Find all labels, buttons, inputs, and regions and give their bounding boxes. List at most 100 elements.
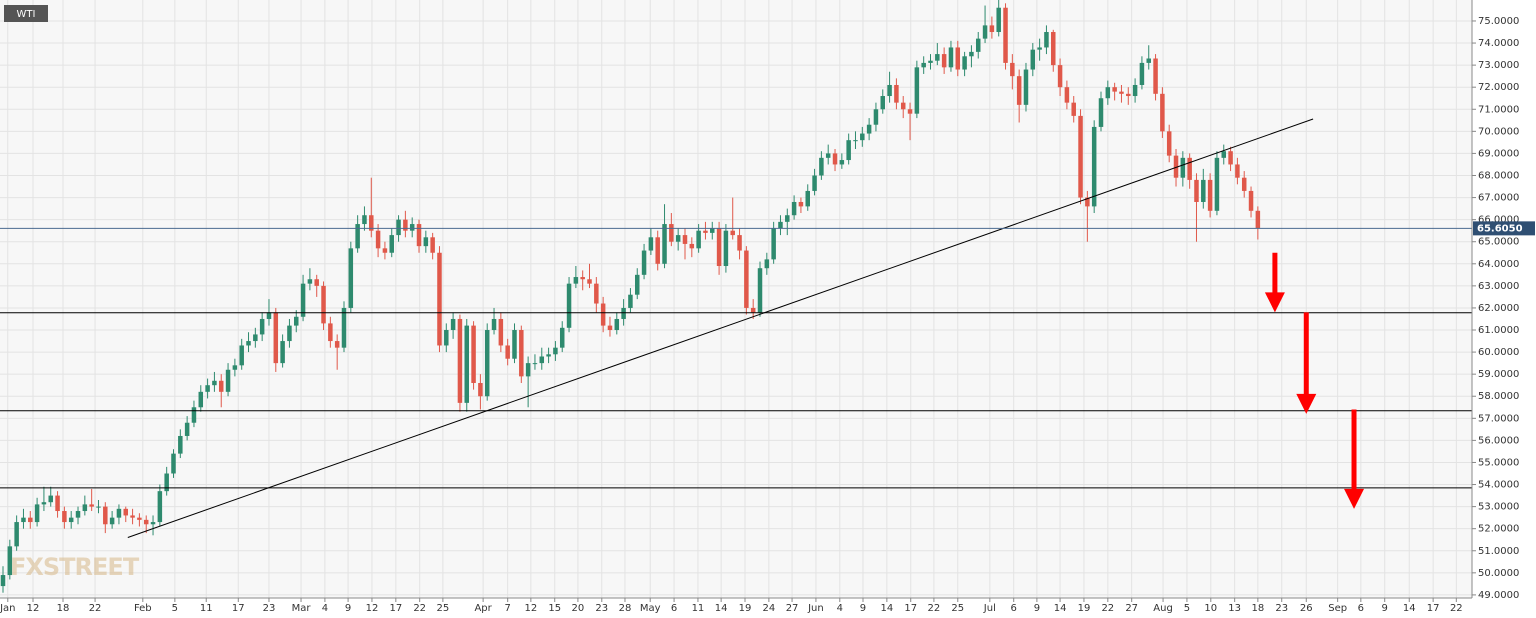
candle-body — [437, 252, 442, 346]
x-tick-label: 5 — [1184, 603, 1190, 614]
y-tick-label: 68.0000 — [1478, 170, 1519, 181]
candle-body — [621, 307, 626, 319]
candle-body — [1235, 164, 1240, 178]
y-tick-label: 71.0000 — [1478, 104, 1519, 115]
candle-body — [730, 230, 735, 236]
candle-body — [607, 325, 613, 331]
candle-body — [825, 153, 831, 158]
candle-body — [41, 502, 47, 505]
candle-body — [116, 508, 122, 518]
x-tick-label: 18 — [57, 603, 70, 614]
y-tick-label: 59.0000 — [1478, 369, 1519, 380]
candle-body — [785, 215, 790, 222]
candle-body — [450, 318, 456, 331]
candle-body — [546, 354, 551, 357]
candle-body — [1255, 210, 1261, 229]
candle-body — [225, 369, 231, 392]
candle-body — [1064, 87, 1070, 103]
y-tick-label: 54.0000 — [1478, 480, 1519, 491]
candle-body — [1187, 157, 1192, 180]
candle-body — [328, 323, 333, 342]
candle-body — [505, 345, 510, 359]
candle-body — [403, 219, 408, 231]
x-tick-label: 6 — [1011, 603, 1017, 614]
x-tick-label: 14 — [715, 603, 728, 614]
chart-title: WTI — [17, 9, 36, 20]
x-tick-label: 14 — [1054, 603, 1067, 614]
candle-body — [1078, 115, 1083, 198]
candle-body — [300, 283, 306, 317]
candle-body — [1221, 151, 1227, 158]
candle-body — [1126, 93, 1131, 97]
y-tick-label: 53.0000 — [1478, 502, 1519, 513]
candle-body — [62, 511, 67, 523]
candle-body — [587, 279, 592, 284]
candle-body — [689, 243, 695, 249]
candle-body — [48, 495, 53, 503]
candle-body — [430, 237, 435, 253]
candle-body — [362, 215, 367, 225]
candle-body — [512, 330, 517, 359]
candle-body — [532, 363, 538, 365]
y-tick-label: 50.0000 — [1478, 568, 1519, 579]
candle-body — [1228, 151, 1233, 165]
x-tick-label: 5 — [172, 603, 178, 614]
candle-body — [894, 84, 899, 103]
candle-body — [853, 140, 858, 142]
y-tick-label: 61.0000 — [1478, 325, 1519, 336]
candle-body — [1132, 84, 1138, 97]
watermark: FXSTREET — [10, 553, 140, 581]
y-tick-label: 52.0000 — [1478, 524, 1519, 535]
candle-body — [1214, 157, 1220, 211]
candle-body — [68, 517, 74, 523]
candle-body — [975, 38, 981, 52]
candle-body — [0, 575, 6, 587]
x-tick-label: 17 — [904, 603, 917, 614]
candle-body — [1010, 62, 1015, 77]
candle-body — [1160, 93, 1165, 132]
y-tick-label: 60.0000 — [1478, 347, 1519, 358]
x-tick-label: 22 — [413, 603, 426, 614]
candle-body — [307, 279, 313, 284]
candle-body — [375, 230, 381, 249]
candle-body — [771, 228, 776, 260]
candle-body — [716, 228, 722, 266]
candle-body — [682, 235, 688, 244]
candle-body — [464, 325, 470, 403]
x-tick-label: 27 — [1125, 603, 1138, 614]
candle-body — [710, 228, 715, 233]
candle-body — [723, 230, 729, 266]
y-tick-label: 73.0000 — [1478, 60, 1519, 71]
x-tick-label: Feb — [134, 603, 152, 614]
candle-body — [648, 237, 654, 251]
x-tick-label: 11 — [692, 603, 705, 614]
candle-body — [580, 277, 585, 280]
candle-body — [273, 312, 279, 364]
x-tick-label: 19 — [1078, 603, 1091, 614]
candle-body — [873, 109, 879, 125]
candle-body — [594, 283, 599, 304]
candle-body — [519, 330, 524, 377]
candle-body — [123, 508, 129, 516]
x-tick-label: 9 — [1034, 603, 1040, 614]
candle-body — [218, 380, 224, 392]
candle-body — [178, 435, 183, 454]
candle-body — [628, 294, 633, 308]
candle-body — [1105, 87, 1111, 99]
candle-body — [887, 84, 892, 97]
candle-body — [348, 248, 354, 308]
x-tick-label: 26 — [1300, 603, 1313, 614]
candle-body — [948, 47, 954, 68]
candle-body — [14, 522, 19, 547]
candle-body — [744, 250, 749, 308]
candle-body — [1194, 179, 1199, 202]
candle-body — [989, 25, 995, 33]
candle-body — [103, 506, 108, 525]
y-tick-label: 67.0000 — [1478, 193, 1519, 204]
candle-body — [764, 259, 770, 269]
candle-body — [1241, 177, 1247, 191]
x-tick-label: 10 — [1204, 603, 1217, 614]
candle-body — [75, 511, 81, 518]
arrow-head — [1264, 292, 1285, 313]
candle-body — [1153, 58, 1158, 94]
